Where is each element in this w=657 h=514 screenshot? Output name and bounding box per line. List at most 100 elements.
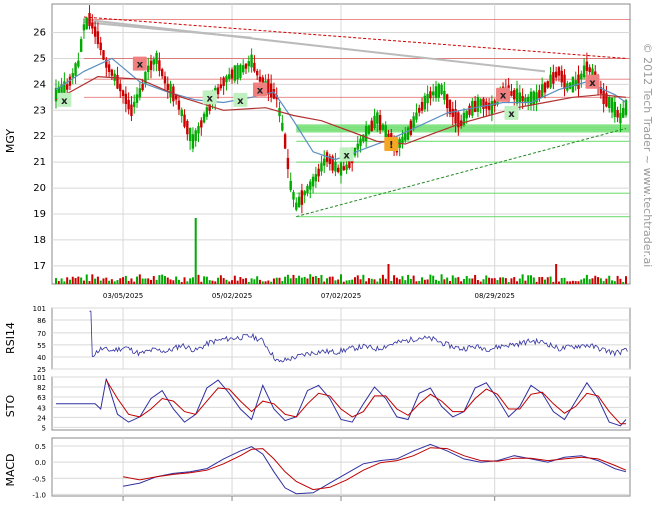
candle-body xyxy=(233,65,237,81)
candle-body xyxy=(144,71,147,85)
volume-bar xyxy=(66,277,69,284)
rsi-tick-label: 70 xyxy=(37,330,46,338)
volume-bar xyxy=(429,274,432,284)
candle-body xyxy=(85,17,88,30)
sto-tick-label: 43 xyxy=(37,404,46,412)
volume-bar xyxy=(381,274,384,284)
rsi-tick-label: 25 xyxy=(37,366,46,374)
macd-panel: 0.5 0.0 -0.5 -1.0 xyxy=(32,437,631,499)
support-trend-line xyxy=(296,127,627,218)
candle-body xyxy=(283,134,287,149)
date-axis: 03/05/2025 05/02/2025 07/02/2025 08/29/2025 xyxy=(103,292,515,501)
volume-bar xyxy=(219,275,222,284)
candle-body xyxy=(242,65,245,73)
candle-body xyxy=(339,162,343,176)
volume-bar xyxy=(68,279,71,284)
candle-body xyxy=(130,104,133,117)
volume-bar xyxy=(55,278,57,284)
volume-bar xyxy=(155,279,158,284)
volume-bar xyxy=(214,281,217,284)
volume-bar xyxy=(180,281,183,284)
candle-body xyxy=(222,77,225,86)
volume-bar xyxy=(435,279,437,284)
volume-bar xyxy=(546,277,549,284)
candle-body xyxy=(174,95,178,100)
volume-bar xyxy=(60,278,63,284)
watermark: © 2012 Tech Trader ~ www.techtrader.ai xyxy=(641,43,654,268)
candle-body xyxy=(82,24,86,31)
candle-body xyxy=(79,39,83,52)
volume-bar xyxy=(426,279,429,284)
candle-body xyxy=(420,102,424,111)
volume-bar xyxy=(583,278,586,284)
grey-trend-line xyxy=(83,18,546,73)
ma-short-line xyxy=(55,57,627,161)
volume-bar xyxy=(518,278,521,284)
candle-body xyxy=(334,161,337,172)
volume-bar xyxy=(108,280,111,284)
volume-bar xyxy=(222,278,225,284)
candle-body xyxy=(557,67,561,76)
volume-bar xyxy=(169,279,172,284)
candle-body xyxy=(286,157,290,170)
volume-bar xyxy=(208,280,211,284)
volume-bar xyxy=(485,275,488,284)
volume-bar xyxy=(289,278,292,284)
candle-body xyxy=(261,77,264,87)
volume-bar xyxy=(468,278,471,284)
macd-signal-line xyxy=(123,447,627,491)
grey-trend-line xyxy=(83,21,252,39)
candle-body xyxy=(404,133,407,141)
candle-body xyxy=(188,127,192,142)
volume-bar xyxy=(451,275,454,284)
volume-bar xyxy=(482,279,485,284)
candle-body xyxy=(440,84,443,95)
candle-body xyxy=(591,68,594,78)
candle-body xyxy=(239,64,242,78)
volume-bar xyxy=(183,277,186,284)
volume-bar xyxy=(530,275,532,284)
candle-body xyxy=(54,88,58,102)
signal-marker-buy xyxy=(57,92,72,107)
volume-bar xyxy=(264,281,267,284)
candle-body xyxy=(465,110,468,119)
volume-bar xyxy=(205,276,208,284)
candle-body xyxy=(158,60,161,71)
volume-bar xyxy=(122,277,125,284)
candle-body xyxy=(253,62,256,72)
candle-body xyxy=(348,156,351,168)
candle-body xyxy=(384,125,387,139)
volume-bar xyxy=(326,278,329,284)
volume-bar xyxy=(150,279,152,284)
volume-bar xyxy=(136,276,139,284)
volume-bar xyxy=(373,279,376,284)
candle-body xyxy=(228,74,231,79)
volume-bar xyxy=(239,277,242,284)
volume-bar xyxy=(412,275,415,284)
signal-marker-buy xyxy=(504,105,519,120)
sto-tick-label: 63 xyxy=(37,394,46,402)
candle-body xyxy=(538,90,541,99)
volume-bar xyxy=(300,277,303,284)
volume-bar xyxy=(110,279,113,284)
signal-marker-sell xyxy=(585,74,600,89)
candle-body xyxy=(418,107,421,113)
candle-body xyxy=(163,76,167,84)
volume-bar xyxy=(191,277,194,284)
date-label: 07/02/2025 xyxy=(321,292,361,300)
volume-bar xyxy=(211,280,214,284)
volume-bar xyxy=(588,279,591,284)
volume-bar xyxy=(504,278,507,284)
candle-body xyxy=(543,82,547,93)
volume-bar xyxy=(345,280,348,284)
volume-bar xyxy=(479,281,482,284)
volume-bar xyxy=(342,281,345,284)
sto-tick-label: 24 xyxy=(37,414,46,422)
volume-bar xyxy=(147,278,150,284)
volume-bar xyxy=(247,281,250,284)
candle-body xyxy=(510,91,513,96)
candle-body xyxy=(267,79,270,95)
candle-body xyxy=(527,96,530,102)
price-tick-label: 23 xyxy=(33,105,46,116)
